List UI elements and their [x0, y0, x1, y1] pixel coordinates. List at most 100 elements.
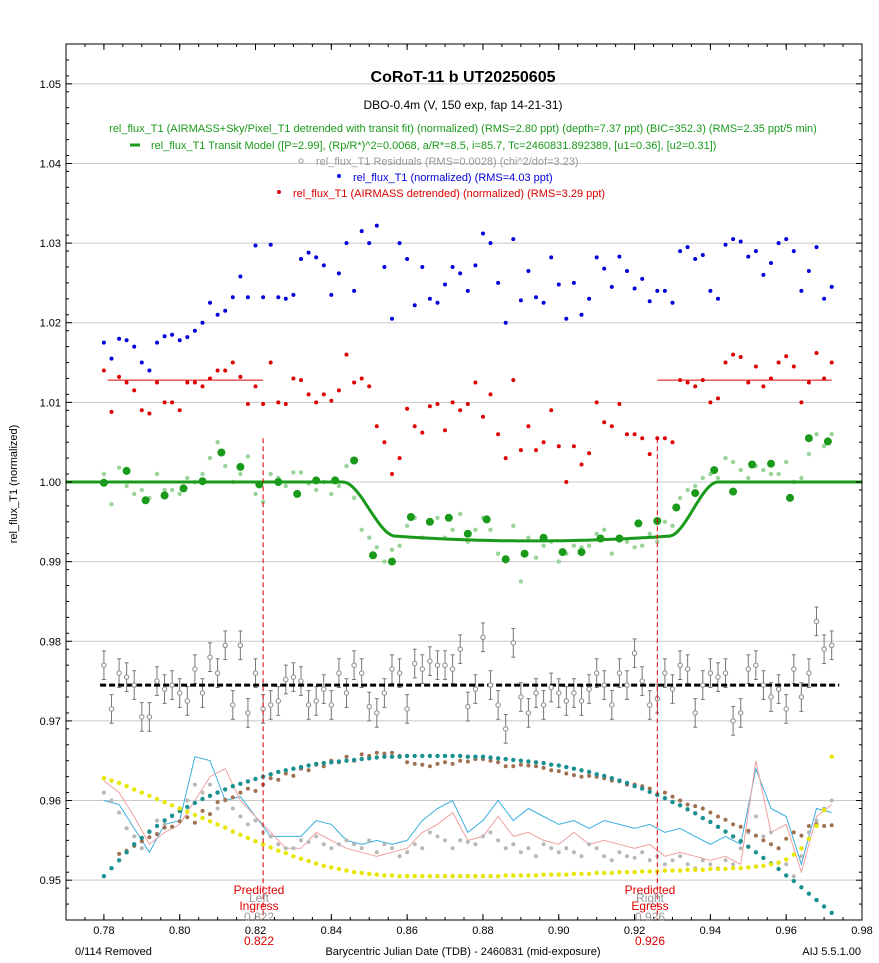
trend-point-brown: [503, 764, 508, 769]
trend-point-yellow: [473, 874, 478, 879]
egress-label-group: Predicted Right Egress 0.926 0.926: [625, 883, 676, 948]
trend-point-teal: [132, 842, 137, 847]
detrended-flux-point: [336, 483, 342, 489]
airmass-flux-point: [352, 380, 357, 385]
trend-point-grey: [367, 838, 372, 843]
trend-point-brown: [556, 769, 561, 774]
airmass-flux-point: [746, 380, 751, 385]
residual-point: [275, 698, 281, 704]
detrended-flux-point: [245, 454, 251, 459]
raw-flux-point: [427, 296, 432, 301]
detrended-flux-point: [602, 527, 607, 532]
trend-point-teal: [169, 813, 175, 818]
trend-point-teal: [314, 761, 319, 767]
trend-point-grey: [427, 830, 432, 835]
trend-point-brown: [700, 806, 705, 811]
raw-flux-point: [518, 298, 523, 303]
trend-point-teal: [291, 766, 296, 771]
trend-point-grey: [579, 854, 584, 859]
residual-point: [715, 674, 721, 680]
trend-point-yellow: [488, 874, 493, 879]
raw-flux-point: [306, 250, 311, 255]
trend-point-grey: [276, 842, 281, 847]
detrended-flux-point: [776, 471, 781, 477]
residual-point: [298, 678, 304, 684]
raw-flux-point: [124, 338, 129, 343]
raw-flux-point: [693, 257, 698, 261]
trend-point-brown: [139, 839, 144, 844]
trend-point-brown: [549, 768, 554, 773]
trend-point-teal: [458, 753, 463, 759]
trend-point-teal: [427, 753, 433, 759]
detrended-flux-point: [283, 483, 288, 489]
trend-point-teal: [723, 829, 728, 834]
raw-flux-point: [640, 276, 645, 281]
detrended-flux-point: [799, 475, 804, 481]
detrended-flux-point: [473, 527, 478, 532]
residual-point: [305, 702, 312, 708]
raw-flux-point: [299, 257, 303, 261]
trend-point-yellow: [768, 862, 774, 867]
detrended-flux-point: [821, 444, 827, 449]
residual-point: [738, 710, 744, 716]
trend-point-teal: [609, 776, 614, 781]
airmass-flux-point: [238, 374, 243, 379]
residual-point: [268, 702, 274, 708]
airmass-flux-point: [450, 400, 455, 405]
trend-point-yellow: [109, 778, 114, 783]
detrended-flux-point: [784, 459, 789, 465]
trend-point-teal: [124, 850, 129, 855]
residual-point: [419, 666, 425, 672]
binned-flux-point: [577, 548, 586, 557]
raw-flux-point: [443, 282, 447, 287]
airmass-flux-point: [579, 462, 584, 467]
trend-point-teal: [298, 764, 304, 770]
trend-point-brown: [526, 763, 531, 768]
detrended-flux-point: [526, 535, 531, 540]
raw-flux-point: [117, 336, 122, 341]
trend-point-teal: [700, 815, 705, 821]
raw-flux-point: [101, 340, 106, 345]
trend-point-yellow: [533, 873, 539, 878]
trend-point-grey: [587, 842, 592, 847]
trend-point-grey: [829, 798, 834, 803]
raw-flux-point: [344, 241, 349, 246]
airmass-flux-point: [549, 408, 554, 413]
trend-point-brown: [746, 828, 751, 833]
residual-point: [594, 670, 600, 676]
trend-point-grey: [556, 850, 561, 855]
airmass-flux-point: [761, 384, 766, 389]
residual-point: [533, 690, 539, 696]
legend-entry-detrended: rel_flux_T1 (AIRMASS+Sky/Pixel_T1 detren…: [109, 123, 817, 135]
legend-entry-raw: rel_flux_T1 (normalized) (RMS=4.03 ppt): [353, 172, 553, 184]
binned-flux-point: [179, 484, 188, 493]
trend-point-yellow: [291, 854, 296, 859]
trend-point-teal: [329, 760, 334, 765]
trend-point-teal: [223, 787, 228, 792]
trend-point-yellow: [784, 857, 789, 862]
raw-flux-point: [405, 257, 410, 261]
airmass-flux-point: [291, 376, 296, 381]
raw-flux-point: [283, 296, 288, 301]
trend-point-grey: [700, 858, 705, 863]
raw-flux-point: [647, 299, 652, 304]
detrended-flux-point: [647, 531, 652, 536]
trend-point-grey: [799, 854, 804, 859]
trend-point-teal: [533, 760, 539, 765]
airmass-flux-point: [230, 360, 235, 365]
trend-point-yellow: [101, 776, 107, 781]
airmass-flux-point: [822, 376, 827, 381]
raw-flux-point: [632, 286, 637, 291]
raw-flux-point: [336, 271, 341, 276]
raw-flux-point: [162, 334, 167, 339]
trend-point-teal: [753, 850, 759, 855]
residual-point: [366, 703, 372, 710]
trend-point-teal: [283, 768, 288, 773]
binned-flux-point: [293, 489, 302, 498]
trend-point-yellow: [503, 873, 508, 878]
trend-point-grey: [230, 806, 235, 811]
airmass-flux-point: [564, 480, 569, 484]
airmass-flux-point: [526, 424, 531, 429]
detrended-flux-point: [829, 432, 834, 437]
y-tick-label: 0.98: [40, 636, 61, 648]
